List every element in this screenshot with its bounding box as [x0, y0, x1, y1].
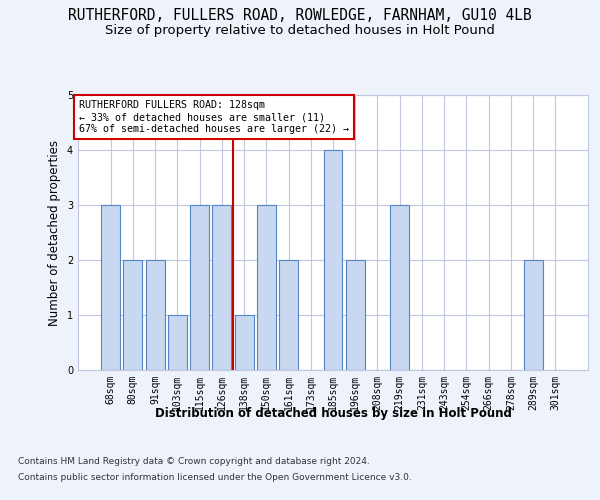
Text: Contains HM Land Registry data © Crown copyright and database right 2024.: Contains HM Land Registry data © Crown c… [18, 458, 370, 466]
Bar [212, 205, 231, 370]
Bar [279, 260, 298, 370]
Bar [190, 205, 209, 370]
Y-axis label: Number of detached properties: Number of detached properties [49, 140, 61, 326]
Bar [235, 315, 254, 370]
Bar [257, 205, 276, 370]
Text: RUTHERFORD FULLERS ROAD: 128sqm
← 33% of detached houses are smaller (11)
67% of: RUTHERFORD FULLERS ROAD: 128sqm ← 33% of… [79, 100, 349, 134]
Text: Distribution of detached houses by size in Holt Pound: Distribution of detached houses by size … [155, 408, 511, 420]
Bar [524, 260, 542, 370]
Bar [124, 260, 142, 370]
Bar [168, 315, 187, 370]
Bar [323, 150, 343, 370]
Text: RUTHERFORD, FULLERS ROAD, ROWLEDGE, FARNHAM, GU10 4LB: RUTHERFORD, FULLERS ROAD, ROWLEDGE, FARN… [68, 8, 532, 22]
Bar [346, 260, 365, 370]
Text: Size of property relative to detached houses in Holt Pound: Size of property relative to detached ho… [105, 24, 495, 37]
Bar [101, 205, 120, 370]
Bar [146, 260, 164, 370]
Bar [390, 205, 409, 370]
Text: Contains public sector information licensed under the Open Government Licence v3: Contains public sector information licen… [18, 472, 412, 482]
